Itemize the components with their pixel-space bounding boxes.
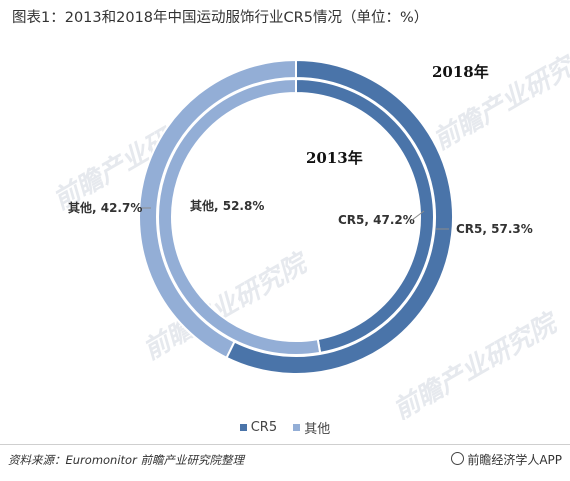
donut-rings (137, 58, 454, 375)
data-label-outer-cr5: CR5, 57.3% (456, 222, 533, 236)
ring-label-inner: 2013年 (306, 149, 363, 167)
donut-chart: 前瞻产业研究院 前瞻产业研究院 前瞻产业研究院 前瞻产业研究院 CR5, 57.… (49, 37, 570, 420)
legend-item-cr5: CR5 (239, 420, 278, 435)
legend: CR5 其他 (0, 418, 570, 437)
data-label-inner-other: 其他, 52.8% (190, 198, 264, 213)
brand-logo-icon (451, 452, 465, 465)
legend-swatch-other (293, 424, 301, 431)
ring-label-outer: 2018年 (432, 63, 489, 81)
brand-text: 前瞻经济学人APP (467, 453, 562, 467)
watermark-text: 前瞻产业研究院 (389, 307, 565, 420)
source-note: 资料来源：Euromonitor 前瞻产业研究院整理 (8, 453, 244, 467)
legend-item-other: 其他 (293, 418, 330, 437)
data-label-inner-cr5: CR5, 47.2% (338, 213, 415, 227)
data-label-outer-other: 其他, 42.7% (68, 200, 142, 215)
legend-label: CR5 (250, 420, 278, 435)
brand-label: 前瞻经济学人APP (451, 451, 562, 468)
chart-title: 图表1：2013和2018年中国运动服饰行业CR5情况（单位：%） (12, 10, 429, 26)
slice-inner-other (157, 77, 322, 356)
legend-swatch-cr5 (239, 424, 247, 431)
label-leader-line (411, 210, 425, 221)
legend-label: 其他 (304, 422, 331, 437)
watermark-text: 前瞻产业研究院 (429, 37, 570, 156)
footer-divider (0, 444, 570, 445)
data-labels: CR5, 57.3% 其他, 42.7% CR5, 47.2% 其他, 52.8% 20… (68, 63, 533, 236)
